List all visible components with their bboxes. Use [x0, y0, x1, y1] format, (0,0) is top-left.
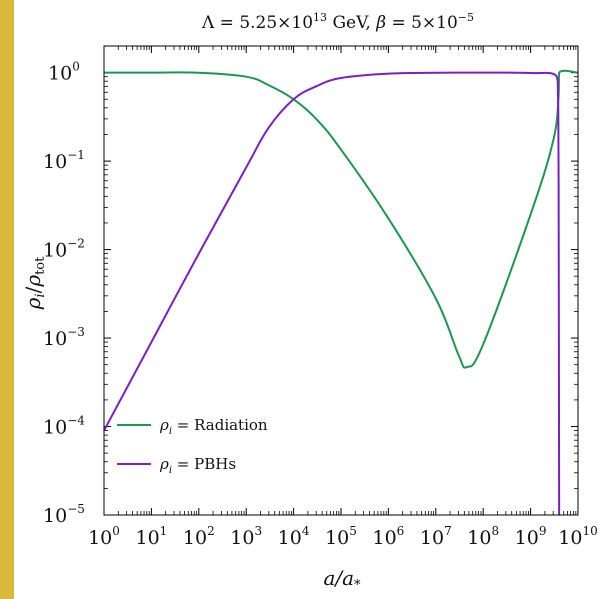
x-tick-label: 107 — [420, 524, 452, 549]
x-tick-label: 103 — [230, 524, 262, 549]
legend-label-pbhs: ρi = PBHs — [159, 455, 236, 476]
pbh-series-line — [103, 71, 561, 516]
y-tick-label: 10−3 — [43, 325, 85, 350]
x-axis-label: a/a* — [323, 566, 361, 593]
y-tick-label: 10−1 — [43, 148, 85, 173]
left-edge-strip — [0, 0, 14, 599]
y-axis-label: ρi/ρtot — [21, 256, 48, 311]
y-tick-label: 10−4 — [43, 414, 85, 439]
x-tick-label: 109 — [515, 524, 547, 549]
plot-frame — [103, 45, 579, 516]
x-tick-label: 106 — [372, 524, 404, 549]
legend-label-radiation: ρi = Radiation — [159, 416, 268, 437]
radiation-series-line — [103, 69, 579, 369]
x-tick-label: 100 — [88, 524, 120, 549]
chart-title: Λ = 5.25×1013 GeV, β = 5×10−5 — [201, 11, 474, 33]
legend: ρi = Radiation ρi = PBHs — [117, 416, 268, 476]
x-tick-label: 108 — [467, 524, 499, 549]
y-tick-label: 10−5 — [43, 502, 85, 527]
x-tick-label: 104 — [278, 524, 310, 549]
y-tick-label: 100 — [48, 60, 80, 85]
x-tick-label: 105 — [325, 524, 357, 549]
x-tick-label: 1010 — [558, 524, 597, 549]
y-tick-label: 10−2 — [43, 237, 85, 262]
x-tick-label: 101 — [135, 524, 167, 549]
x-tick-label: 102 — [183, 524, 215, 549]
